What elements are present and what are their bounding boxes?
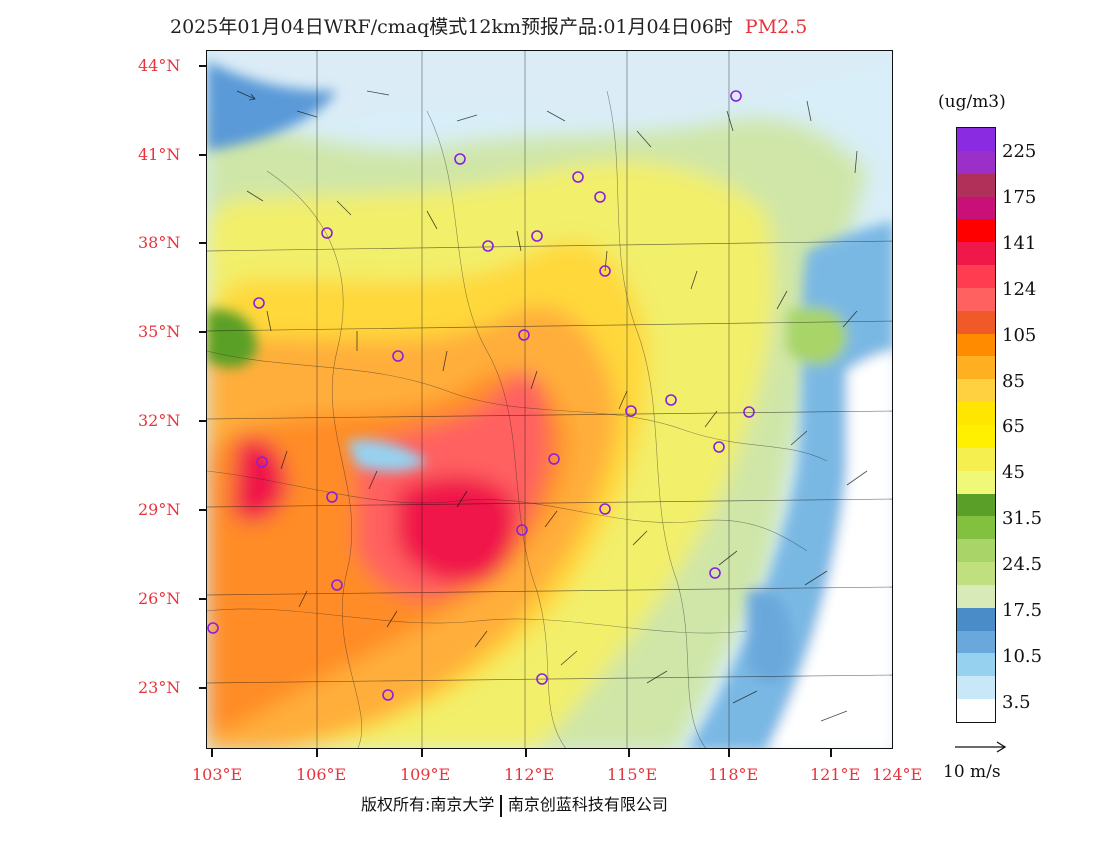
lat-label: 23°N xyxy=(138,678,181,697)
lon-tick xyxy=(728,749,730,757)
lat-tick xyxy=(199,509,207,511)
colorbar-swatch xyxy=(957,607,995,631)
colorbar-swatch xyxy=(957,128,995,151)
colorbar-label: 124 xyxy=(1002,279,1037,300)
lon-tick xyxy=(421,749,423,757)
lat-tick xyxy=(199,242,207,244)
wind-reference-label: 10 m/s xyxy=(943,762,1001,782)
colorbar-swatch xyxy=(957,379,995,403)
colorbar-swatch xyxy=(957,653,995,677)
colorbar xyxy=(956,127,996,723)
lat-label: 29°N xyxy=(138,500,181,519)
lon-label: 118°E xyxy=(708,765,759,784)
colorbar-label: 31.5 xyxy=(1002,508,1043,529)
lat-tick xyxy=(199,687,207,689)
title-text: 2025年01月04日WRF/cmaq模式12km预报产品:01月04日06时 xyxy=(170,16,733,38)
lon-tick xyxy=(316,749,318,757)
colorbar-label: 17.5 xyxy=(1002,600,1043,621)
lat-label: 35°N xyxy=(138,322,181,341)
wind-reference-arrow-icon xyxy=(955,741,1007,753)
colorbar-swatch xyxy=(957,219,995,243)
colorbar-label: 105 xyxy=(1002,325,1037,346)
colorbar-swatch xyxy=(957,402,995,425)
colorbar-swatch xyxy=(957,447,995,471)
lon-label: 121°E xyxy=(810,765,861,784)
credits-separator xyxy=(500,794,502,817)
colorbar-swatch xyxy=(957,196,995,220)
lat-label: 26°N xyxy=(138,589,181,608)
lon-label: 109°E xyxy=(400,765,451,784)
colorbar-swatch xyxy=(957,630,995,654)
colorbar-swatch xyxy=(957,699,995,722)
colorbar-label: 3.5 xyxy=(1002,692,1031,713)
credits-owner: 版权所有:南京大学 xyxy=(361,795,495,814)
lon-label: 106°E xyxy=(296,765,347,784)
colorbar-swatch xyxy=(957,265,995,288)
colorbar-label: 45 xyxy=(1002,462,1025,483)
colorbar-swatch xyxy=(957,516,995,540)
pollutant-label: PM2.5 xyxy=(744,16,808,38)
pm25-concentration-field xyxy=(207,51,892,748)
colorbar-swatch xyxy=(957,424,995,448)
map-plot xyxy=(206,50,893,749)
colorbar-swatch xyxy=(957,539,995,563)
lon-tick xyxy=(830,749,832,757)
lon-tick xyxy=(525,749,527,757)
colorbar-swatch xyxy=(957,676,995,700)
colorbar-swatch xyxy=(957,584,995,608)
lon-tick xyxy=(628,749,630,757)
colorbar-swatch xyxy=(957,173,995,197)
lat-label: 38°N xyxy=(138,233,181,252)
lon-label: 115°E xyxy=(607,765,658,784)
lat-tick xyxy=(199,598,207,600)
colorbar-label: 225 xyxy=(1002,141,1037,162)
lat-label: 44°N xyxy=(138,56,181,75)
colorbar-label: 175 xyxy=(1002,187,1037,208)
colorbar-label: 85 xyxy=(1002,371,1025,392)
map-title: 2025年01月04日WRF/cmaq模式12km预报产品:01月04日06时 P… xyxy=(170,12,807,39)
lat-label: 41°N xyxy=(138,145,181,164)
lon-label: 112°E xyxy=(504,765,555,784)
lat-label: 32°N xyxy=(138,411,181,430)
lon-label: 103°E xyxy=(192,765,243,784)
lat-tick xyxy=(199,420,207,422)
colorbar-label: 24.5 xyxy=(1002,554,1043,575)
colorbar-swatch xyxy=(957,242,995,266)
colorbar-swatch xyxy=(957,562,995,585)
colorbar-swatch xyxy=(957,287,995,311)
colorbar-unit: (ug/m3) xyxy=(938,92,1006,112)
lat-tick xyxy=(199,154,207,156)
colorbar-swatch xyxy=(957,150,995,174)
lat-tick xyxy=(199,65,207,67)
colorbar-label: 10.5 xyxy=(1002,646,1043,667)
lon-tick xyxy=(211,749,213,757)
copyright-credits: 版权所有:南京大学 南京创蓝科技有限公司 xyxy=(361,791,668,817)
colorbar-label: 141 xyxy=(1002,233,1037,254)
colorbar-swatch xyxy=(957,470,995,494)
credits-company: 南京创蓝科技有限公司 xyxy=(507,795,668,814)
colorbar-swatch xyxy=(957,310,995,334)
lon-label: 124°E xyxy=(872,765,923,784)
colorbar-swatch xyxy=(957,333,995,357)
colorbar-swatch xyxy=(957,356,995,380)
lat-tick xyxy=(199,331,207,333)
colorbar-swatch xyxy=(957,493,995,517)
colorbar-label: 65 xyxy=(1002,416,1025,437)
